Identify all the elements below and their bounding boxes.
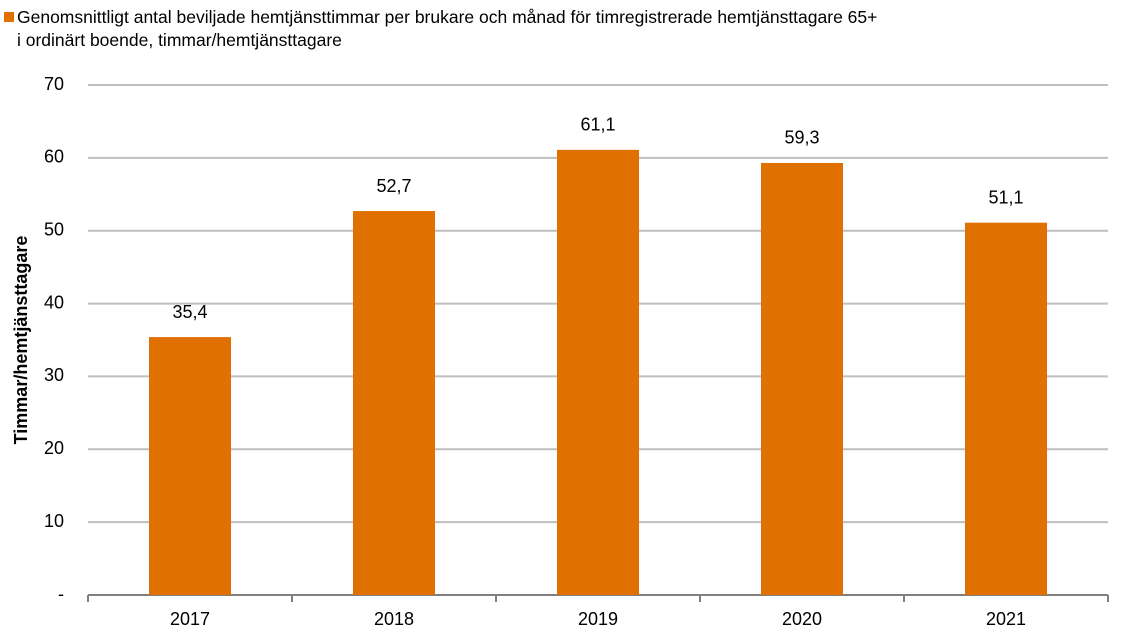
- data-label: 61,1: [580, 115, 615, 135]
- data-label: 35,4: [172, 302, 207, 322]
- x-tick-label: 2020: [782, 609, 822, 629]
- bar: [761, 162, 843, 595]
- data-label: 52,7: [376, 176, 411, 196]
- y-tick-label: 70: [44, 74, 64, 94]
- y-tick-label: 60: [44, 147, 64, 167]
- y-tick-label: -: [58, 584, 64, 604]
- y-tick-label: 50: [44, 219, 64, 239]
- x-tick-label: 2021: [986, 609, 1026, 629]
- x-tick-label: 2019: [578, 609, 618, 629]
- bar: [965, 222, 1047, 595]
- bar: [557, 149, 639, 596]
- y-tick-label: 20: [44, 438, 64, 458]
- y-tick-label: 30: [44, 365, 64, 385]
- legend-label: Genomsnittligt antal beviljade hemtjänst…: [17, 7, 878, 50]
- y-axis-label: Timmar/hemtjänsttagare: [11, 236, 31, 445]
- legend: Genomsnittligt antal beviljade hemtjänst…: [4, 6, 877, 52]
- legend-swatch: [4, 12, 14, 22]
- y-tick-label: 10: [44, 511, 64, 531]
- bar: [149, 337, 231, 595]
- y-tick-label: 40: [44, 292, 64, 312]
- x-tick-label: 2017: [170, 609, 210, 629]
- data-label: 51,1: [988, 187, 1023, 207]
- data-label: 59,3: [784, 128, 819, 148]
- bar: [353, 211, 435, 596]
- x-tick-label: 2018: [374, 609, 414, 629]
